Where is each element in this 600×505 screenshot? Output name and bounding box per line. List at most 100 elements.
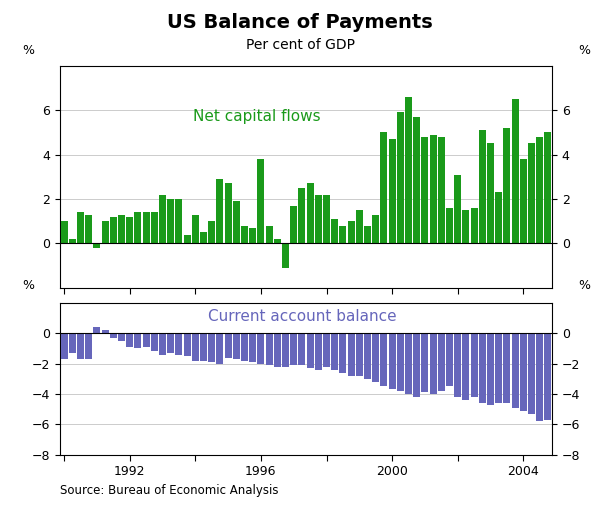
Text: %: % [578, 44, 590, 57]
Bar [290, 333, 297, 365]
Bar [372, 333, 379, 382]
Bar [192, 333, 199, 361]
Text: Current account balance: Current account balance [208, 309, 396, 324]
Bar [315, 333, 322, 370]
Bar [266, 333, 272, 365]
Bar [184, 333, 191, 356]
Bar [126, 333, 133, 347]
Bar [503, 333, 511, 403]
Bar [389, 333, 395, 389]
Text: %: % [578, 279, 590, 292]
Bar [356, 333, 363, 376]
Bar [520, 333, 527, 411]
Bar [323, 333, 330, 367]
Text: US Balance of Payments: US Balance of Payments [167, 13, 433, 32]
Bar [307, 183, 314, 243]
Bar [487, 143, 494, 243]
Bar [159, 194, 166, 243]
Bar [77, 212, 84, 243]
Bar [94, 243, 100, 248]
Bar [217, 333, 223, 364]
Bar [266, 226, 272, 243]
Bar [61, 221, 68, 243]
Bar [274, 239, 281, 243]
Bar [69, 333, 76, 353]
Text: Per cent of GDP: Per cent of GDP [245, 38, 355, 52]
Bar [315, 194, 322, 243]
Bar [85, 333, 92, 359]
Bar [454, 333, 461, 397]
Bar [167, 199, 174, 243]
Bar [528, 143, 535, 243]
Bar [200, 333, 207, 361]
Bar [536, 333, 543, 421]
Bar [331, 219, 338, 243]
Text: Net capital flows: Net capital flows [193, 109, 320, 124]
Bar [233, 201, 240, 243]
Bar [347, 333, 355, 376]
Bar [463, 333, 469, 400]
Bar [224, 333, 232, 358]
Bar [454, 175, 461, 243]
Bar [495, 192, 502, 243]
Bar [389, 139, 395, 243]
Bar [298, 333, 305, 365]
Bar [175, 333, 182, 355]
Text: %: % [22, 44, 34, 57]
Bar [134, 333, 142, 348]
Bar [126, 217, 133, 243]
Bar [94, 327, 100, 333]
Bar [380, 333, 388, 386]
Bar [118, 215, 125, 243]
Bar [495, 333, 502, 403]
Bar [438, 137, 445, 243]
Bar [134, 212, 142, 243]
Bar [118, 333, 125, 341]
Bar [405, 333, 412, 394]
Bar [282, 243, 289, 268]
Bar [217, 179, 223, 243]
Bar [167, 333, 174, 353]
Bar [364, 333, 371, 379]
Bar [446, 208, 453, 243]
Bar [249, 333, 256, 362]
Bar [249, 228, 256, 243]
Bar [184, 234, 191, 243]
Bar [143, 212, 149, 243]
Bar [175, 199, 182, 243]
Bar [479, 130, 486, 243]
Bar [274, 333, 281, 367]
Bar [413, 333, 420, 397]
Bar [241, 226, 248, 243]
Bar [512, 99, 518, 243]
Bar [282, 333, 289, 367]
Bar [224, 183, 232, 243]
Bar [208, 333, 215, 362]
Bar [159, 333, 166, 355]
Bar [340, 333, 346, 373]
Bar [257, 333, 265, 364]
Bar [307, 333, 314, 368]
Text: %: % [22, 279, 34, 292]
Bar [544, 333, 551, 420]
Bar [200, 232, 207, 243]
Bar [380, 132, 388, 243]
Bar [430, 134, 437, 243]
Bar [192, 215, 199, 243]
Bar [544, 132, 551, 243]
Bar [463, 210, 469, 243]
Bar [470, 333, 478, 397]
Bar [446, 333, 453, 386]
Bar [512, 333, 518, 408]
Bar [372, 215, 379, 243]
Bar [356, 210, 363, 243]
Bar [470, 208, 478, 243]
Bar [290, 206, 297, 243]
Bar [110, 217, 117, 243]
Bar [69, 239, 76, 243]
Bar [101, 330, 109, 333]
Bar [405, 97, 412, 243]
Bar [397, 112, 404, 243]
Bar [364, 226, 371, 243]
Bar [151, 212, 158, 243]
